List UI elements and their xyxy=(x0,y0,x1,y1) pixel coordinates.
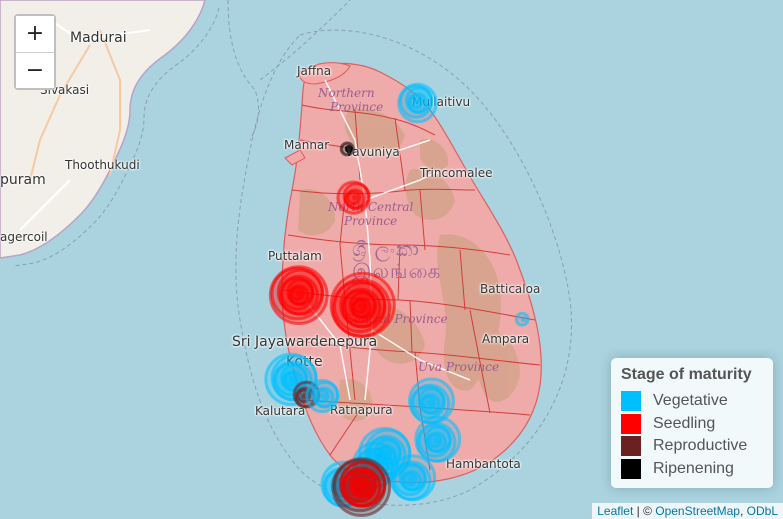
marker-center xyxy=(295,290,302,297)
marker-vegetative[interactable] xyxy=(305,378,340,414)
marker-center xyxy=(427,399,433,406)
marker-center xyxy=(289,376,296,383)
province-northern: Northern Province xyxy=(318,86,384,114)
place-madurai: Madurai xyxy=(70,30,127,46)
zoom-control: + − xyxy=(14,14,56,90)
marker-vegetative[interactable] xyxy=(414,415,462,463)
legend-label: Seedling xyxy=(653,414,716,432)
marker-center xyxy=(320,393,327,399)
legend-swatch xyxy=(621,391,641,412)
legend-item-seedling: Seedling xyxy=(621,413,763,436)
openstreetmap-link[interactable]: OpenStreetMap xyxy=(655,504,740,518)
legend: Stage of maturity Vegetative Seedling Repr… xyxy=(611,358,773,488)
legend-label: Ripenening xyxy=(653,459,734,477)
place-trincomalee: Trincomalee xyxy=(420,166,493,180)
place-ratnapura: Ratnapura xyxy=(330,403,393,417)
marker-center xyxy=(358,303,365,310)
marker-center xyxy=(414,98,421,105)
place-jaffna: Jaffna xyxy=(297,64,332,78)
marker-vegetative[interactable] xyxy=(264,352,318,407)
place-vavuniya: Vavuniya xyxy=(345,145,400,159)
place-mannar: Mannar xyxy=(284,138,330,152)
place-puram: puram xyxy=(0,172,46,188)
marker-center xyxy=(358,482,365,489)
attribution: Leaflet | © OpenStreetMap, ODbL xyxy=(592,503,783,519)
place-batticaloa: Batticaloa xyxy=(480,282,541,296)
marker-center xyxy=(520,316,527,323)
marker-vegetative[interactable] xyxy=(397,82,438,124)
legend-label: Reproductive xyxy=(653,437,748,455)
marker-seedling[interactable] xyxy=(336,180,371,215)
place-nagercoil: agercoil xyxy=(0,230,48,244)
legend-swatch xyxy=(621,413,641,434)
place-ampara: Ampara xyxy=(482,332,530,346)
place-sri-jayawardenepura: Sri Jayawardenepura xyxy=(232,334,378,350)
marker-center xyxy=(352,194,358,201)
marker-reproductive[interactable] xyxy=(292,380,321,409)
legend-title: Stage of maturity xyxy=(621,366,752,383)
leaflet-link[interactable]: Leaflet xyxy=(597,504,634,518)
place-kalutara: Kalutara xyxy=(255,404,306,418)
zoom-in-button[interactable]: + xyxy=(16,16,54,52)
roads xyxy=(304,79,471,401)
legend-item-ripenening: Ripenening xyxy=(621,458,763,481)
marker-vegetative[interactable] xyxy=(514,311,530,327)
marker-center xyxy=(344,144,353,153)
marker-ripenening[interactable] xyxy=(339,141,355,157)
legend-item-reproductive: Reproductive xyxy=(621,435,763,458)
place-thoothukudi: Thoothukudi xyxy=(65,158,140,172)
marker-vegetative[interactable] xyxy=(408,377,455,425)
place-puttalam: Puttalam xyxy=(268,249,322,263)
marker-center xyxy=(433,437,440,444)
legend-item-vegetative: Vegetative xyxy=(621,390,763,413)
legend-swatch xyxy=(621,458,641,479)
zoom-out-button[interactable]: − xyxy=(16,52,54,88)
marker-center xyxy=(408,476,415,483)
marker-seedling[interactable] xyxy=(268,265,329,326)
marker-vegetative[interactable] xyxy=(389,454,437,502)
province-uva: Uva Province xyxy=(418,360,500,374)
odbl-link[interactable]: ODbL xyxy=(746,504,778,518)
legend-swatch xyxy=(621,436,641,457)
place-hambantota: Hambantota xyxy=(446,457,521,471)
legend-label: Vegetative xyxy=(653,392,728,410)
marker-seedling[interactable] xyxy=(329,271,396,338)
marker-seedling[interactable] xyxy=(339,460,387,508)
jaffna-peninsula xyxy=(299,62,351,85)
